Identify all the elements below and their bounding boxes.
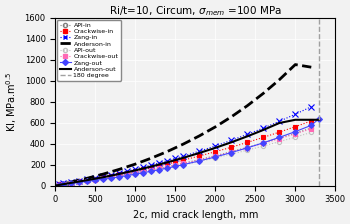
Legend: API-in, Crackwise-in, Zang-in, Anderson-in, API-out, Crackwise-out, Zang-out, An: API-in, Crackwise-in, Zang-in, Anderson-… [57, 20, 121, 81]
Y-axis label: KI, MPa.m$^{0.5}$: KI, MPa.m$^{0.5}$ [4, 72, 19, 132]
Title: Ri/t=10, Circum, $\sigma_{mem}$ =100 MPa: Ri/t=10, Circum, $\sigma_{mem}$ =100 MPa [109, 4, 282, 18]
X-axis label: 2c, mid crack length, mm: 2c, mid crack length, mm [133, 210, 258, 220]
